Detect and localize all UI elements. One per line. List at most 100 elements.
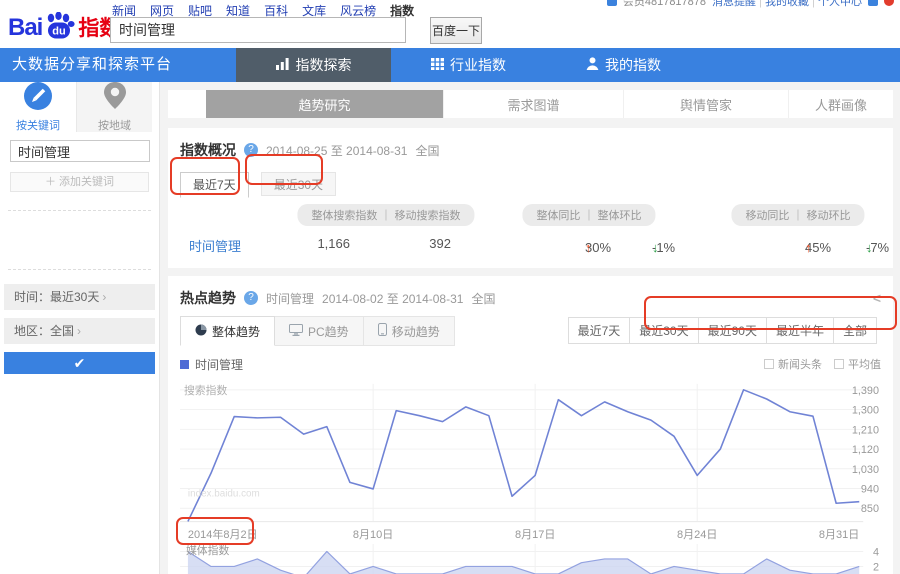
sidebar-tab-label: 按关键词 [16,120,60,132]
keyword-link[interactable]: 时间管理 [189,239,242,254]
top-nav: 新闻 网页 贴吧 知道 百科 文库 风云榜 指数 [112,2,428,19]
time-filter-row[interactable]: 时间：最近30天 › [4,284,155,310]
bar-chart-icon [275,57,290,73]
range-button[interactable]: 最近7天 [567,317,631,344]
keyword-field[interactable] [10,140,150,162]
trend-keyword: 时间管理 [266,291,315,306]
divider [8,210,151,211]
svg-text:940: 940 [861,483,879,495]
checkbox-icon [834,359,844,369]
svg-text:du: du [53,26,66,38]
trend-tab-整体趋势[interactable]: 整体趋势 [180,316,276,346]
time-filter-label: 时间：最近30天 [14,290,100,304]
legend-label: 时间管理 [195,357,244,372]
platform-tab-指数探索[interactable]: 指数探索 [236,48,391,82]
hot-trend-card: 热点趋势 ? 时间管理 2014-08-02 至 2014-08-31 全国 <… [168,276,893,574]
help-icon[interactable]: ? [244,291,258,305]
trend-date-range: 2014-08-02 至 2014-08-31 [322,291,464,306]
pencil-circle-icon [23,81,53,114]
tab-last-7-days[interactable]: 最近7天 [180,172,249,198]
help-icon[interactable]: ? [244,143,258,157]
baidu-paw-icon: du [43,11,75,44]
top-nav-link[interactable]: 百科 [264,4,289,18]
trend-tab-PC趋势[interactable]: PC趋势 [275,316,364,346]
trend-region: 全国 [471,291,496,306]
up-arrow-icon: ↑ [805,240,812,255]
platform-tabs: 指数探索 行业指数 我的指数 [236,48,701,82]
overview-date-range: 2014-08-25 至 2014-08-31 [266,143,408,158]
content-tab-2[interactable]: 需求图谱 [444,90,624,118]
trend-tab-label: PC趋势 [308,324,349,339]
grid-icon [431,57,444,73]
baidu-search-button[interactable]: 百度一下 [430,17,482,44]
range-button[interactable]: 最近半年 [766,317,834,344]
overview-column-headers: 整体搜索指数 ｜ 移动搜索指数 整体同比 ｜ 整体环比 移动同比 ｜ 移动环比 [180,204,881,226]
region-filter-row[interactable]: 地区：全国 › [4,318,155,344]
platform-tab-我的指数[interactable]: 我的指数 [546,48,701,82]
account-user: 会员4817817878 [622,0,707,8]
account-link[interactable]: 我的收藏 [765,0,810,8]
top-nav-link[interactable]: 知道 [226,4,251,18]
checkbox-平均值[interactable]: 平均值 [834,356,881,372]
top-nav-link[interactable]: 网页 [150,4,175,18]
separator: | [809,0,818,8]
account-link[interactable]: 消息提醒 [712,0,757,8]
confirm-button[interactable]: ✔ [4,352,155,374]
region-filter-label: 地区：全国 [14,324,75,338]
trend-type-tabs: 整体趋势 PC趋势 移动趋势 [180,316,455,346]
x-tick-label: 8月17日 [514,529,556,542]
platform-tab-行业指数[interactable]: 行业指数 [391,48,546,82]
tab-spacer [168,90,206,118]
x-tick-label: 8月24日 [677,529,718,542]
range-button[interactable]: 全部 [833,317,877,344]
notification-badge-icon[interactable] [884,0,894,6]
chart-option-checkboxes: 新闻头条 平均值 [764,356,881,372]
baidu-index-logo[interactable]: Bai du 指数 [8,11,121,44]
sidebar-tabs: 按关键词 按地域 [0,82,159,132]
content-tab-3[interactable]: 舆情管家 [624,90,789,118]
separator: | [756,0,766,8]
checkbox-新闻头条[interactable]: 新闻头条 [764,356,822,372]
overview-data-row: 时间管理 1,166 392 30% ↑ -1% ↓ 45% ↑ -7% ↓ [189,236,890,255]
overview-range-tabs: 最近7天 最近30天 [180,172,881,198]
column-header-pill: 整体搜索指数 ｜ 移动搜索指数 [297,204,475,226]
tab-last-30-days[interactable]: 最近30天 [260,172,337,196]
range-button[interactable]: 最近90天 [698,317,767,344]
share-icon[interactable]: < [872,290,881,306]
checkbox-label: 新闻头条 [778,359,822,371]
content-tab-1[interactable]: 趋势研究 [206,90,444,118]
top-nav-link[interactable]: 指数 [390,4,415,18]
account-link[interactable]: 个人中心 [818,0,862,8]
range-button[interactable]: 最近30天 [630,317,699,344]
column-header-pill: 整体同比 ｜ 整体环比 [522,204,656,226]
svg-text:媒体指数: 媒体指数 [186,543,230,557]
monitor-icon [289,323,304,339]
logo-zhishu-text: 指数 [78,17,121,40]
research-tabs: 趋势研究 需求图谱 舆情管家 人群画像 [168,90,893,118]
top-nav-link[interactable]: 风云榜 [340,4,377,18]
map-pin-icon [102,81,128,114]
platform-tab-label: 指数探索 [295,57,352,73]
top-nav-link[interactable]: 新闻 [112,4,137,18]
sidebar-tab-by-keyword[interactable]: 按关键词 [0,82,76,132]
person-icon [586,57,599,73]
platform-tab-label: 行业指数 [450,57,506,73]
sidebar-tab-by-region[interactable]: 按地域 [76,82,152,132]
svg-text:1,390: 1,390 [852,385,879,397]
vip-badge-icon[interactable] [868,0,878,6]
search-input[interactable] [110,17,406,43]
trend-tab-移动趋势[interactable]: 移动趋势 [363,316,455,346]
top-nav-link[interactable]: 文库 [302,4,327,18]
content-tab-4[interactable]: 人群画像 [814,97,867,113]
logo-bai-text: Bai [8,14,43,41]
svg-text:850: 850 [861,503,879,515]
x-tick-label: 2014年8月2日 [187,529,258,542]
index-overview-card: 指数概况 ? 2014-08-25 至 2014-08-31 全国 最近7天 最… [168,128,893,268]
top-nav-link[interactable]: 贴吧 [188,4,213,18]
platform-tab-label: 我的指数 [605,57,661,73]
add-keyword-button[interactable]: ＋ 添加关键词 [10,172,149,192]
checkbox-icon [764,359,774,369]
x-axis-labels: 2014年8月2日 8月10日 8月17日 8月24日 8月31日 [180,526,881,542]
svg-text:搜索指数: 搜索指数 [184,383,228,397]
svg-text:2: 2 [873,561,879,573]
